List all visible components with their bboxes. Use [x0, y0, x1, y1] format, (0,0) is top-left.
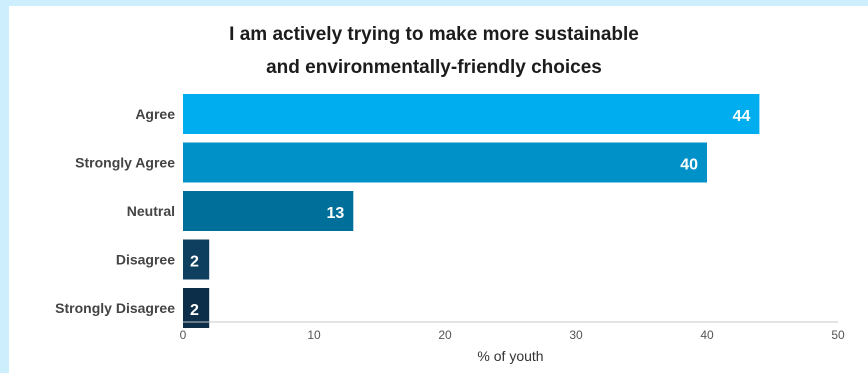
bar-disagree — [183, 239, 210, 280]
x-tick-label: 30 — [569, 328, 583, 342]
bar-agree — [183, 94, 760, 134]
category-labels: Agree Strongly Agree Neutral Disagree Strong… — [55, 106, 175, 316]
category-label-strongly-agree: Strongly Agree — [75, 155, 175, 171]
bars-group — [183, 94, 760, 328]
bar-strongly-agree — [183, 142, 707, 183]
chart-title-line-2: and environmentally-friendly choices — [266, 57, 602, 78]
x-tick-label: 40 — [700, 328, 714, 342]
x-axis-title: % of youth — [477, 348, 543, 364]
x-tick-label: 0 — [180, 328, 187, 342]
bar-neutral — [183, 191, 354, 231]
value-label-disagree: 2 — [190, 254, 199, 271]
chart-title-line-1: I am actively trying to make more sustai… — [229, 24, 639, 45]
category-label-strongly-disagree: Strongly Disagree — [55, 300, 175, 316]
value-label-neutral: 13 — [327, 205, 345, 222]
x-tick-label: 50 — [831, 328, 845, 342]
category-label-neutral: Neutral — [127, 203, 175, 219]
bar-strongly-disagree — [183, 288, 210, 328]
chart-panel — [9, 6, 868, 373]
value-label-strongly-disagree: 2 — [190, 302, 199, 319]
x-axis-ticks: 0 10 20 30 40 50 — [180, 328, 845, 342]
category-label-agree: Agree — [135, 106, 175, 122]
value-label-strongly-agree: 40 — [680, 157, 698, 174]
value-labels: 44 40 13 2 2 — [190, 108, 751, 319]
x-tick-label: 20 — [438, 328, 452, 342]
x-tick-label: 10 — [307, 328, 321, 342]
category-label-disagree: Disagree — [116, 252, 175, 268]
value-label-agree: 44 — [733, 108, 751, 125]
